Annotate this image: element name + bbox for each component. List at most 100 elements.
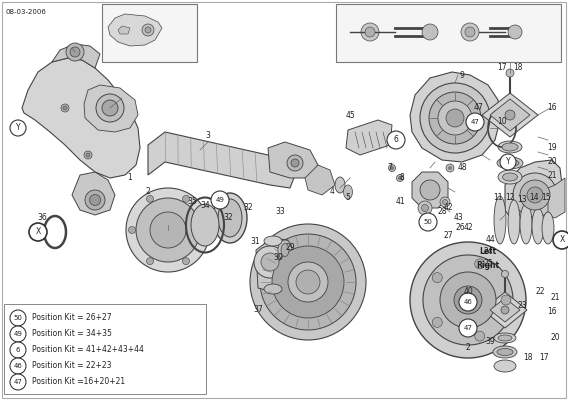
Text: 26: 26 xyxy=(455,224,465,232)
Text: 4: 4 xyxy=(329,188,335,196)
Circle shape xyxy=(147,195,153,202)
Text: 2: 2 xyxy=(466,344,470,352)
Circle shape xyxy=(288,262,328,302)
Ellipse shape xyxy=(498,335,512,341)
Circle shape xyxy=(432,317,442,327)
Text: 47: 47 xyxy=(473,104,483,112)
Text: X: X xyxy=(559,236,565,244)
Text: 29: 29 xyxy=(285,244,295,252)
Circle shape xyxy=(128,226,136,234)
Circle shape xyxy=(63,106,67,110)
Circle shape xyxy=(475,259,485,269)
Circle shape xyxy=(250,224,366,340)
Circle shape xyxy=(410,242,526,358)
Text: 21: 21 xyxy=(547,170,557,180)
Circle shape xyxy=(96,94,124,122)
Text: 9: 9 xyxy=(460,70,465,80)
Text: 37: 37 xyxy=(253,306,263,314)
Circle shape xyxy=(527,187,543,203)
Polygon shape xyxy=(346,120,392,155)
Text: 31: 31 xyxy=(250,238,260,246)
Circle shape xyxy=(466,113,484,131)
Circle shape xyxy=(505,110,515,120)
Circle shape xyxy=(429,92,481,144)
Circle shape xyxy=(201,226,207,234)
Circle shape xyxy=(90,194,101,206)
Text: 3: 3 xyxy=(206,130,210,140)
Polygon shape xyxy=(490,298,520,322)
Circle shape xyxy=(182,258,190,265)
Circle shape xyxy=(440,272,496,328)
FancyBboxPatch shape xyxy=(102,4,197,62)
Circle shape xyxy=(432,273,442,283)
Circle shape xyxy=(147,258,153,265)
Ellipse shape xyxy=(213,193,247,243)
Text: 34: 34 xyxy=(200,200,210,210)
Circle shape xyxy=(461,23,479,41)
Text: 2: 2 xyxy=(145,188,151,196)
Ellipse shape xyxy=(532,208,544,244)
Polygon shape xyxy=(505,160,562,228)
Polygon shape xyxy=(490,99,530,131)
Circle shape xyxy=(291,159,299,167)
Ellipse shape xyxy=(281,244,289,256)
Ellipse shape xyxy=(264,236,282,246)
FancyBboxPatch shape xyxy=(336,4,561,62)
Circle shape xyxy=(459,319,477,337)
Circle shape xyxy=(211,191,229,209)
Text: Position Kit = 34+35: Position Kit = 34+35 xyxy=(32,330,112,338)
Circle shape xyxy=(446,109,464,127)
Text: 45: 45 xyxy=(345,110,355,120)
Text: 8: 8 xyxy=(400,174,404,182)
Text: 17: 17 xyxy=(539,354,549,362)
Polygon shape xyxy=(410,72,500,162)
Text: 6: 6 xyxy=(16,347,20,353)
Ellipse shape xyxy=(520,204,532,244)
Circle shape xyxy=(10,358,26,374)
Text: 32: 32 xyxy=(243,204,253,212)
Circle shape xyxy=(70,47,80,57)
Ellipse shape xyxy=(497,348,513,356)
Text: 47: 47 xyxy=(470,119,479,125)
Text: 1: 1 xyxy=(128,174,132,182)
Text: Y: Y xyxy=(506,158,510,166)
Text: 48: 48 xyxy=(457,164,467,172)
Ellipse shape xyxy=(278,240,292,260)
Text: 42: 42 xyxy=(463,224,473,232)
Circle shape xyxy=(10,342,26,358)
Polygon shape xyxy=(268,142,318,178)
Text: Position Kit =16+20+21: Position Kit =16+20+21 xyxy=(32,378,125,386)
Circle shape xyxy=(10,326,26,342)
Circle shape xyxy=(449,166,452,170)
Text: 42: 42 xyxy=(443,204,453,212)
Circle shape xyxy=(29,223,47,241)
Circle shape xyxy=(126,188,210,272)
Circle shape xyxy=(182,195,190,202)
Ellipse shape xyxy=(493,346,517,358)
Circle shape xyxy=(260,234,356,330)
Circle shape xyxy=(391,166,394,170)
Ellipse shape xyxy=(498,141,522,153)
Circle shape xyxy=(254,246,286,278)
Circle shape xyxy=(420,83,490,153)
Circle shape xyxy=(145,27,151,33)
Circle shape xyxy=(422,24,438,40)
Text: 24: 24 xyxy=(483,248,493,256)
Circle shape xyxy=(399,176,402,180)
Text: 19: 19 xyxy=(547,144,557,152)
Polygon shape xyxy=(305,165,335,195)
Ellipse shape xyxy=(501,160,519,166)
Text: 7: 7 xyxy=(387,164,392,172)
Ellipse shape xyxy=(498,170,522,184)
Text: 23: 23 xyxy=(517,300,527,310)
Circle shape xyxy=(454,286,482,314)
Ellipse shape xyxy=(191,204,219,246)
Text: Position Kit = 26+27: Position Kit = 26+27 xyxy=(32,314,112,322)
Text: 30: 30 xyxy=(273,254,283,262)
Text: 41: 41 xyxy=(395,198,405,206)
Text: 50: 50 xyxy=(424,219,432,225)
Polygon shape xyxy=(108,14,162,46)
Text: 47: 47 xyxy=(14,379,23,385)
Ellipse shape xyxy=(494,333,516,343)
Text: 27: 27 xyxy=(443,232,453,240)
